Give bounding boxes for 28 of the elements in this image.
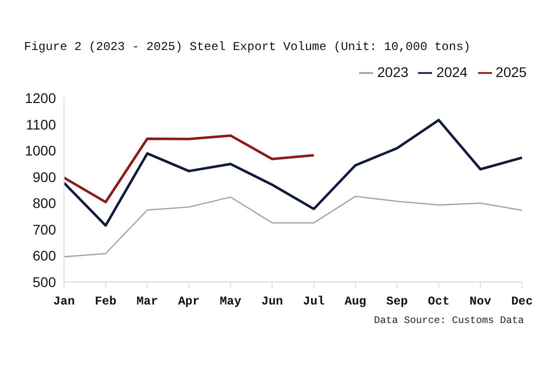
legend-label: 2025 bbox=[496, 64, 527, 80]
y-tick-label: 1100 bbox=[26, 116, 56, 132]
x-tick-label: May bbox=[220, 294, 242, 309]
x-tick-label: Dec bbox=[511, 294, 533, 309]
x-tick-label: Aug bbox=[344, 294, 366, 309]
x-tick-label: Mar bbox=[136, 294, 158, 309]
line-series bbox=[62, 134, 316, 204]
line-series bbox=[63, 196, 523, 258]
y-tick-label: 800 bbox=[32, 195, 56, 212]
legend-label: 2024 bbox=[436, 64, 468, 80]
y-tick-label: 700 bbox=[32, 221, 56, 238]
y-tick-label: 600 bbox=[32, 248, 56, 264]
chart-title: Figure 2 (2023 - 2025) Steel Export Volume (Unit: 10,000 tons) bbox=[24, 40, 470, 54]
x-tick-label: Jul bbox=[303, 294, 325, 309]
x-tick-label: Feb bbox=[94, 294, 116, 309]
source-note: Data Source: Customs Data bbox=[374, 316, 524, 327]
x-tick-label: Oct bbox=[428, 294, 450, 309]
y-tick-label: 1200 bbox=[24, 90, 56, 106]
x-tick-label: Sep bbox=[386, 294, 408, 309]
x-tick-label: Apr bbox=[178, 294, 200, 309]
x-tick-label: Jun bbox=[261, 294, 283, 309]
x-tick-label: Jan bbox=[53, 294, 75, 309]
line-series bbox=[62, 118, 524, 227]
y-tick-label: 500 bbox=[32, 274, 56, 290]
legend-label: 2023 bbox=[377, 64, 408, 80]
y-tick-label: 900 bbox=[32, 168, 56, 185]
x-tick-label: Nov bbox=[470, 294, 492, 309]
y-tick-label: 1000 bbox=[24, 142, 56, 159]
